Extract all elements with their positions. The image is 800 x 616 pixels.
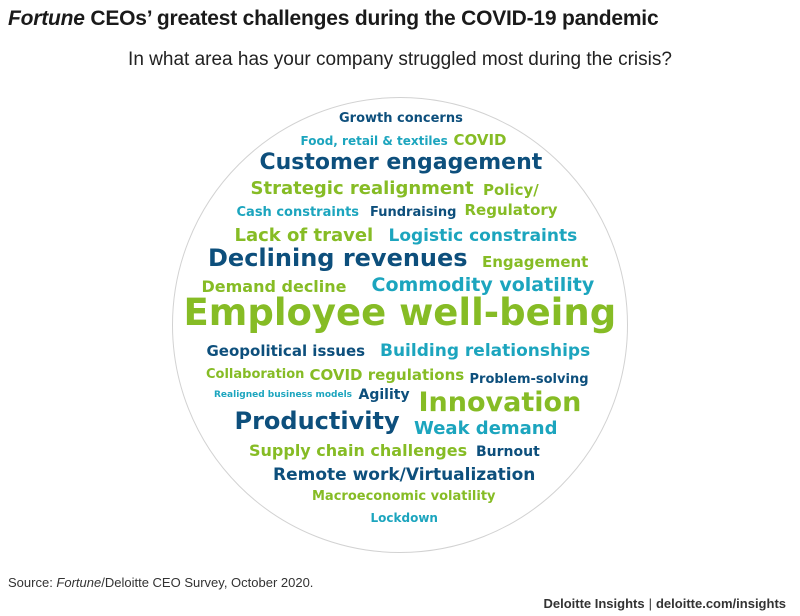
- chart-subtitle: In what area has your company struggled …: [128, 49, 672, 70]
- word-declining-revenues: Declining revenues: [208, 244, 468, 273]
- word-innovation: Innovation: [418, 386, 582, 418]
- word-covid-regulations: COVID regulations: [309, 365, 465, 384]
- source-prefix: Source:: [8, 575, 57, 590]
- word-building-relationships: Building relationships: [380, 340, 591, 361]
- word-problem-solving: Problem-solving: [469, 372, 589, 388]
- word-cloud-circle: [172, 97, 628, 553]
- word-food-retail-textiles: Food, retail & textiles: [300, 134, 448, 149]
- word-lockdown: Lockdown: [370, 511, 438, 526]
- word-policy: Policy/: [483, 180, 539, 199]
- word-macroeconomic-volatility: Macroeconomic volatility: [312, 489, 496, 505]
- word-geopolitical-issues: Geopolitical issues: [206, 341, 366, 360]
- word-regulatory: Regulatory: [464, 200, 558, 219]
- word-weak-demand: Weak demand: [414, 417, 558, 439]
- word-strategic-realignment: Strategic realignment: [250, 177, 474, 199]
- word-lack-of-travel: Lack of travel: [234, 224, 374, 246]
- source-note: Source: Fortune/Deloitte CEO Survey, Oct…: [8, 575, 313, 590]
- title-rest: CEOs’ greatest challenges during the COV…: [84, 7, 659, 30]
- word-agility: Agility: [358, 387, 410, 404]
- word-fundraising: Fundraising: [370, 205, 457, 221]
- word-burnout: Burnout: [476, 444, 540, 461]
- source-italic: Fortune: [56, 575, 102, 590]
- word-demand-decline: Demand decline: [201, 276, 347, 296]
- footer-separator: |: [648, 596, 652, 611]
- word-productivity: Productivity: [234, 407, 400, 436]
- footer-brand: Deloitte Insights: [543, 596, 645, 611]
- word-realigned-business-models: Realigned business models: [214, 389, 353, 400]
- word-customer-engagement: Customer engagement: [259, 150, 543, 176]
- word-engagement: Engagement: [482, 252, 589, 271]
- word-supply-chain-challenges: Supply chain challenges: [249, 440, 468, 460]
- word-collaboration: Collaboration: [206, 367, 305, 383]
- word-covid: COVID: [453, 130, 507, 149]
- chart-title: Fortune CEOs’ greatest challenges during…: [8, 7, 659, 31]
- word-commodity-volatility: Commodity volatility: [371, 273, 595, 296]
- word-logistic-constraints: Logistic constraints: [388, 225, 578, 246]
- word-growth-concerns: Growth concerns: [339, 111, 463, 127]
- footer-link[interactable]: deloitte.com/insights: [655, 596, 786, 611]
- word-employee-well-being: Employee well-being: [183, 290, 617, 334]
- word-cash-constraints: Cash constraints: [236, 205, 360, 221]
- title-italic: Fortune: [8, 7, 85, 30]
- word-remote-work-virtualization: Remote work/Virtualization: [273, 464, 536, 485]
- source-rest: /Deloitte CEO Survey, October 2020.: [101, 575, 314, 590]
- footer-credit: Deloitte Insights | deloitte.com/insights: [543, 596, 786, 611]
